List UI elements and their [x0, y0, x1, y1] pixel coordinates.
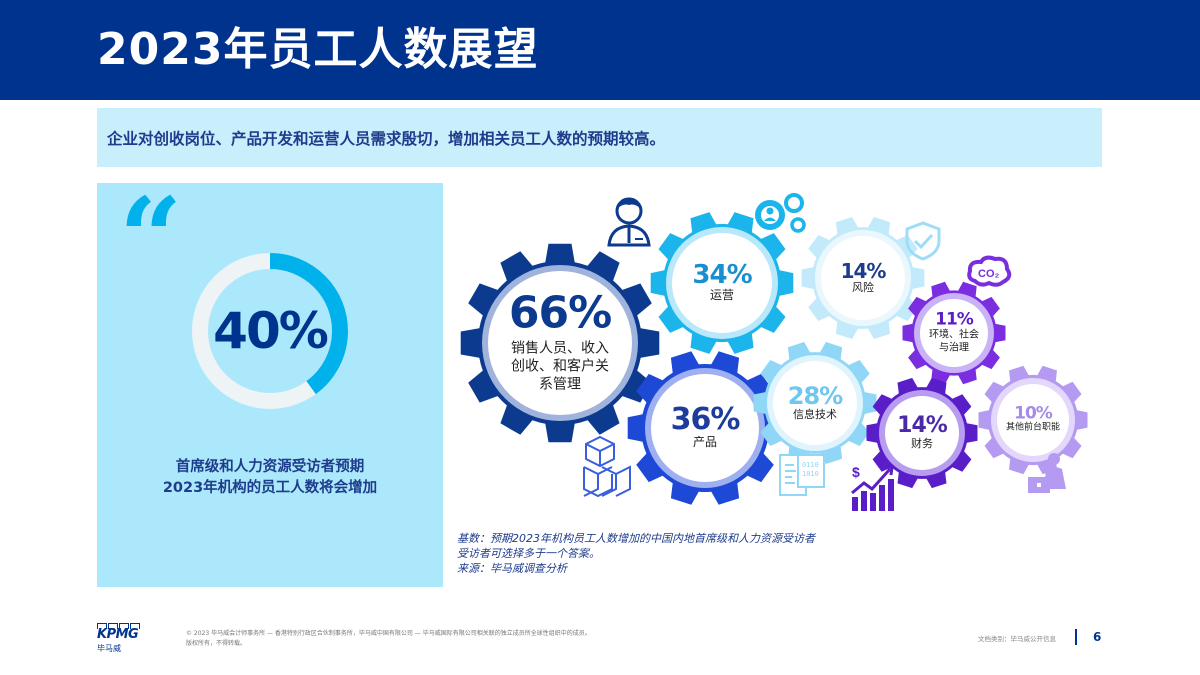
gear-percent: 28%: [787, 381, 843, 410]
notes-source: 来源：毕马威调查分析: [457, 562, 567, 575]
svg-text:1010: 1010: [802, 470, 819, 478]
notes-multiple: 受访者可选择多于一个答案。: [457, 547, 600, 560]
copyright-line-1: © 2023 毕马威会计师事务所 — 香港特别行政区合伙制事务所，毕马威中国有限…: [186, 630, 591, 637]
gear-category: 风险: [852, 280, 874, 294]
dollar-growth-icon: $: [851, 464, 894, 511]
svg-text:0110: 0110: [802, 461, 819, 469]
gear-category: 产品: [692, 435, 717, 450]
gear-category: 创收、和客户关: [510, 358, 609, 375]
gear-label-7: 14% 财务: [897, 412, 948, 451]
kpmg-logo: KPMG 毕马威: [97, 623, 142, 654]
copyright-line-2: 版权所有，不得转载。: [186, 640, 247, 647]
caption-line-2: 2023年机构的员工人数将会增加: [162, 480, 378, 496]
gear-category: 环境、社会: [929, 329, 979, 341]
business-person-icon: [607, 197, 651, 247]
kpmg-boxes-icon: [97, 623, 142, 629]
gear-percent: 14%: [840, 258, 887, 283]
gear-category: 运营: [709, 288, 735, 303]
svg-text:CO₂: CO₂: [978, 268, 1000, 280]
gear-percent: 34%: [692, 260, 752, 291]
ring-value: 40%: [213, 302, 329, 360]
gear-category: 其他前台职能: [1005, 422, 1061, 433]
percent-ring: 40%: [190, 251, 350, 411]
gear-percent: 14%: [897, 412, 948, 438]
gear-3: [627, 351, 783, 505]
footer-divider: [1075, 629, 1077, 645]
ring-chart-icon: [192, 253, 348, 409]
footer-copyright: © 2023 毕马威会计师事务所 — 香港特别行政区合伙制事务所，毕马威中国有限…: [186, 629, 591, 649]
header-bar: 2023年员工人数展望: [0, 0, 1200, 100]
svg-text:$: $: [852, 464, 860, 480]
gear-label-8: 10% 其他前台职能: [1005, 403, 1061, 435]
page-title: 2023年员工人数展望: [97, 24, 539, 75]
gear-category: 信息技术: [792, 407, 837, 421]
gear-7: [866, 377, 978, 489]
gear-category: 系管理: [538, 377, 581, 394]
gear-label-4: 28% 信息技术: [787, 381, 843, 422]
gear-label-3: 36% 产品: [670, 402, 741, 451]
gear-label-1: 66% 销售人员、收入 创收、和客户关 系管理: [508, 287, 612, 395]
gear-label-5: 14% 风险: [840, 258, 887, 295]
logo-text: KPMG: [97, 627, 139, 642]
gear-percent: 11%: [935, 309, 974, 330]
gears-infographic: CO₂ 0110 1010 $: [450, 183, 1100, 523]
logo-cn: 毕马威: [97, 644, 121, 653]
gear-person-icon: [755, 193, 806, 233]
code-document-icon: 0110 1010: [779, 454, 825, 496]
gear-1: [460, 243, 660, 443]
gear-5: [801, 217, 925, 339]
shield-check-icon: [905, 221, 941, 261]
gear-category: 财务: [910, 436, 933, 450]
gear-percent: 36%: [670, 402, 741, 438]
gear-label-2: 34% 运营: [692, 260, 752, 304]
gear-label-6: 11% 环境、社会 与治理: [929, 309, 979, 355]
chart-notes: 基数：预期2023年机构员工人数增加的中国内地首席级和人力资源受访者 受访者可选…: [457, 531, 815, 576]
gear-4: [753, 342, 877, 464]
cubes-icon: [583, 435, 631, 498]
gear-percent: 10%: [1014, 403, 1053, 424]
gear-category: 与治理: [939, 342, 969, 354]
doc-classification: 文档类别：毕马威公开信息: [978, 635, 1056, 643]
co2-cloud-icon: CO₂: [967, 255, 1012, 287]
gear-6: [902, 281, 1006, 385]
gear-percent: 66%: [508, 287, 612, 339]
page-number: 6: [1093, 630, 1102, 644]
person-laptop-icon: [1028, 453, 1066, 493]
gear-2: [650, 212, 794, 354]
gear-category: 销售人员、收入: [510, 340, 609, 357]
quote-mark-icon: “: [119, 173, 183, 302]
caption-line-1: 首席级和人力资源受访者预期: [175, 459, 365, 475]
notes-base: 基数：预期2023年机构员工人数增加的中国内地首席级和人力资源受访者: [457, 532, 815, 545]
gear-8: [978, 365, 1088, 475]
subtitle-text: 企业对创收岗位、产品开发和运营人员需求殷切，增加相关员工人数的预期较高。: [107, 130, 666, 148]
quote-panel: “ 40% 首席级和人力资源受访者预期 2023年机构的员工人数将会增加: [97, 183, 443, 587]
subtitle-banner: 企业对创收岗位、产品开发和运营人员需求殷切，增加相关员工人数的预期较高。: [97, 108, 1102, 167]
quote-caption: 首席级和人力资源受访者预期 2023年机构的员工人数将会增加: [97, 457, 443, 499]
